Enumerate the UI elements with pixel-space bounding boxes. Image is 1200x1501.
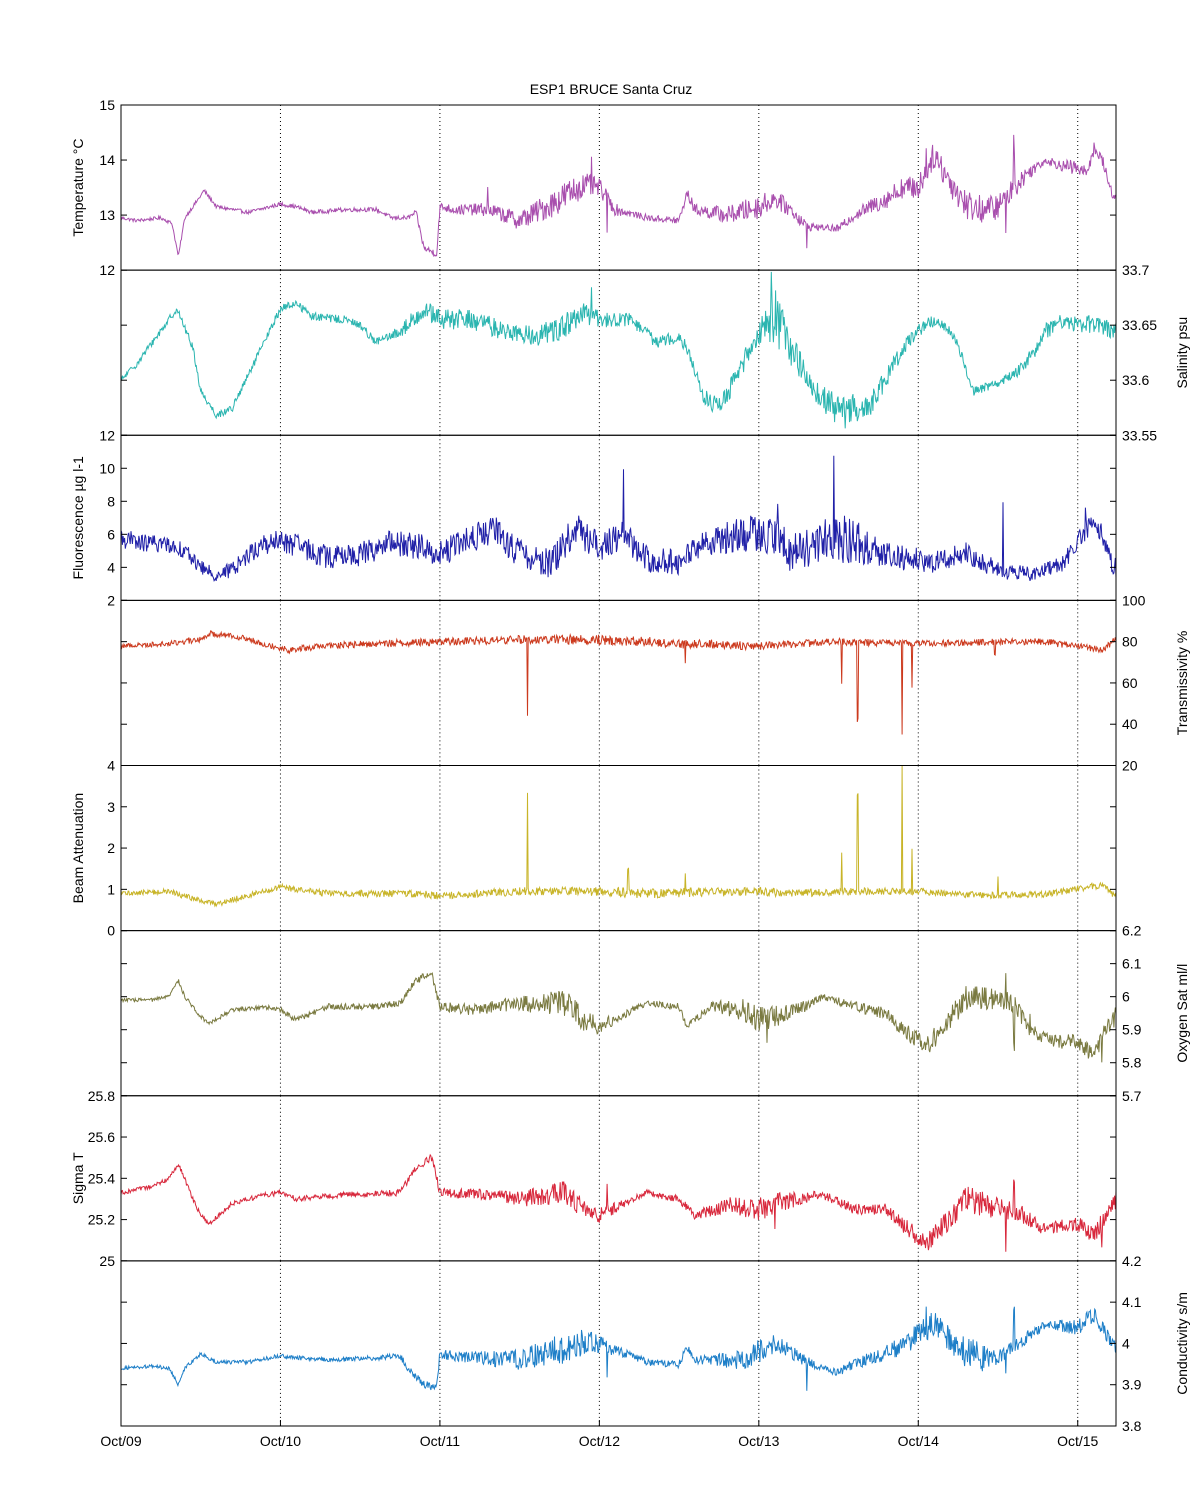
x-tick-label: Oct/11 xyxy=(420,1433,460,1449)
x-tick-label: Oct/10 xyxy=(260,1433,301,1449)
oxygen_sat-frame xyxy=(120,930,1117,1097)
panel-sigma_t: 25 25.2 25.4 25.6 25.8 Sigma T xyxy=(70,1088,1117,1269)
y-tick-label: 60 xyxy=(1122,675,1138,691)
y-tick-label: 33.7 xyxy=(1122,262,1149,278)
temperature-axis-label: Temperature °C xyxy=(70,138,86,236)
x-tick-label: Oct/15 xyxy=(1057,1433,1098,1449)
chart-title: ESP1 BRUCE Santa Cruz xyxy=(530,81,693,97)
panel-conductivity: 3.8 3.9 4 4.1 4.2 Conductivity s/m xyxy=(120,1253,1190,1434)
salinity-frame xyxy=(120,269,1117,436)
y-tick-label: 15 xyxy=(99,97,115,113)
y-tick-label: 80 xyxy=(1122,634,1138,650)
y-tick-label: 5.7 xyxy=(1122,1088,1142,1104)
y-tick-label: 2 xyxy=(107,840,115,856)
x-tick-label: Oct/12 xyxy=(579,1433,620,1449)
x-axis: Oct/09 Oct/10 Oct/11 Oct/12 Oct/13 Oct/14 Oct/… xyxy=(100,1420,1099,1449)
fluorescence-axis-label: Fluorescence µg l-1 xyxy=(70,456,86,579)
fluorescence-series-line xyxy=(120,455,1117,582)
y-tick-label: 6 xyxy=(107,526,115,542)
y-tick-label: 40 xyxy=(1122,716,1138,732)
y-tick-label: 6 xyxy=(1122,989,1130,1005)
y-tick-label: 1 xyxy=(107,881,115,897)
y-tick-label: 8 xyxy=(107,493,115,509)
y-tick-label: 6.2 xyxy=(1122,923,1142,939)
y-tick-label: 5.9 xyxy=(1122,1022,1142,1038)
y-tick-label: 4 xyxy=(107,758,115,774)
y-tick-label: 20 xyxy=(1122,758,1138,774)
conductivity-axis-label: Conductivity s/m xyxy=(1174,1292,1190,1395)
x-tick-label: Oct/14 xyxy=(898,1433,939,1449)
y-tick-label: 3 xyxy=(107,799,115,815)
beam_attenuation-series-line xyxy=(120,765,1117,908)
y-tick-label: 25.2 xyxy=(88,1212,115,1228)
y-tick-label: 0 xyxy=(107,923,115,939)
fluorescence-frame xyxy=(120,434,1117,601)
oxygen_sat-series-line xyxy=(120,972,1117,1063)
oxygen_sat-axis-label: Oxygen Sat ml/l xyxy=(1174,964,1190,1063)
beam_attenuation-frame xyxy=(120,765,1117,932)
y-tick-label: 25.4 xyxy=(88,1170,115,1186)
y-tick-label: 25.6 xyxy=(88,1129,115,1145)
y-tick-label: 12 xyxy=(99,427,115,443)
y-tick-label: 3.8 xyxy=(1122,1418,1142,1434)
y-tick-label: 3.9 xyxy=(1122,1377,1142,1393)
y-tick-label: 33.6 xyxy=(1122,372,1149,388)
y-tick-label: 13 xyxy=(99,207,115,223)
beam_attenuation-axis-label: Beam Attenuation xyxy=(70,793,86,904)
x-tick-label: Oct/09 xyxy=(100,1433,141,1449)
sigma_t-frame xyxy=(120,1095,1117,1262)
x-tick-label: Oct/13 xyxy=(738,1433,779,1449)
panel-transmissivity: 20 40 60 80 100 Transmissivity % xyxy=(120,592,1190,774)
transmissivity-axis-label: Transmissivity % xyxy=(1174,631,1190,736)
salinity-series-line xyxy=(120,271,1117,429)
y-tick-label: 14 xyxy=(99,152,115,168)
y-tick-label: 12 xyxy=(99,262,115,278)
y-tick-label: 6.1 xyxy=(1122,956,1142,972)
panel-salinity: 33.55 33.6 33.65 33.7 Salinity psu xyxy=(120,262,1190,443)
y-tick-label: 25.8 xyxy=(88,1088,115,1104)
y-tick-label: 2 xyxy=(107,592,115,608)
sigma_t-axis-label: Sigma T xyxy=(70,1152,86,1204)
y-tick-label: 5.8 xyxy=(1122,1055,1142,1071)
y-tick-label: 25 xyxy=(99,1253,115,1269)
temperature-series-line xyxy=(120,134,1117,257)
salinity-axis-label: Salinity psu xyxy=(1174,317,1190,389)
y-tick-label: 33.55 xyxy=(1122,427,1157,443)
y-tick-label: 4.2 xyxy=(1122,1253,1142,1269)
y-tick-label: 4 xyxy=(107,559,115,575)
sigma_t-series-line xyxy=(120,1153,1117,1252)
panel-beam_attenuation: 0 1 2 3 4 Beam Attenuation xyxy=(70,758,1117,939)
y-tick-label: 10 xyxy=(99,460,115,476)
y-tick-label: 4 xyxy=(1122,1335,1130,1351)
temperature-frame xyxy=(120,104,1117,271)
transmissivity-frame xyxy=(120,599,1117,766)
panel-fluorescence: 2 4 6 8 10 12 Fluorescence µg l-1 xyxy=(70,427,1117,608)
conductivity-series-line xyxy=(121,1306,1117,1391)
panel-temperature: 12 13 14 15 Temperature °C xyxy=(70,97,1117,278)
conductivity-frame xyxy=(120,1260,1117,1427)
panel-oxygen_sat: 5.7 5.8 5.9 6 6.1 6.2 Oxygen Sat ml/l xyxy=(120,923,1190,1104)
y-tick-label: 100 xyxy=(1122,592,1146,608)
y-tick-label: 33.65 xyxy=(1122,317,1157,333)
transmissivity-series-line xyxy=(120,630,1117,735)
y-tick-label: 4.1 xyxy=(1122,1294,1142,1310)
